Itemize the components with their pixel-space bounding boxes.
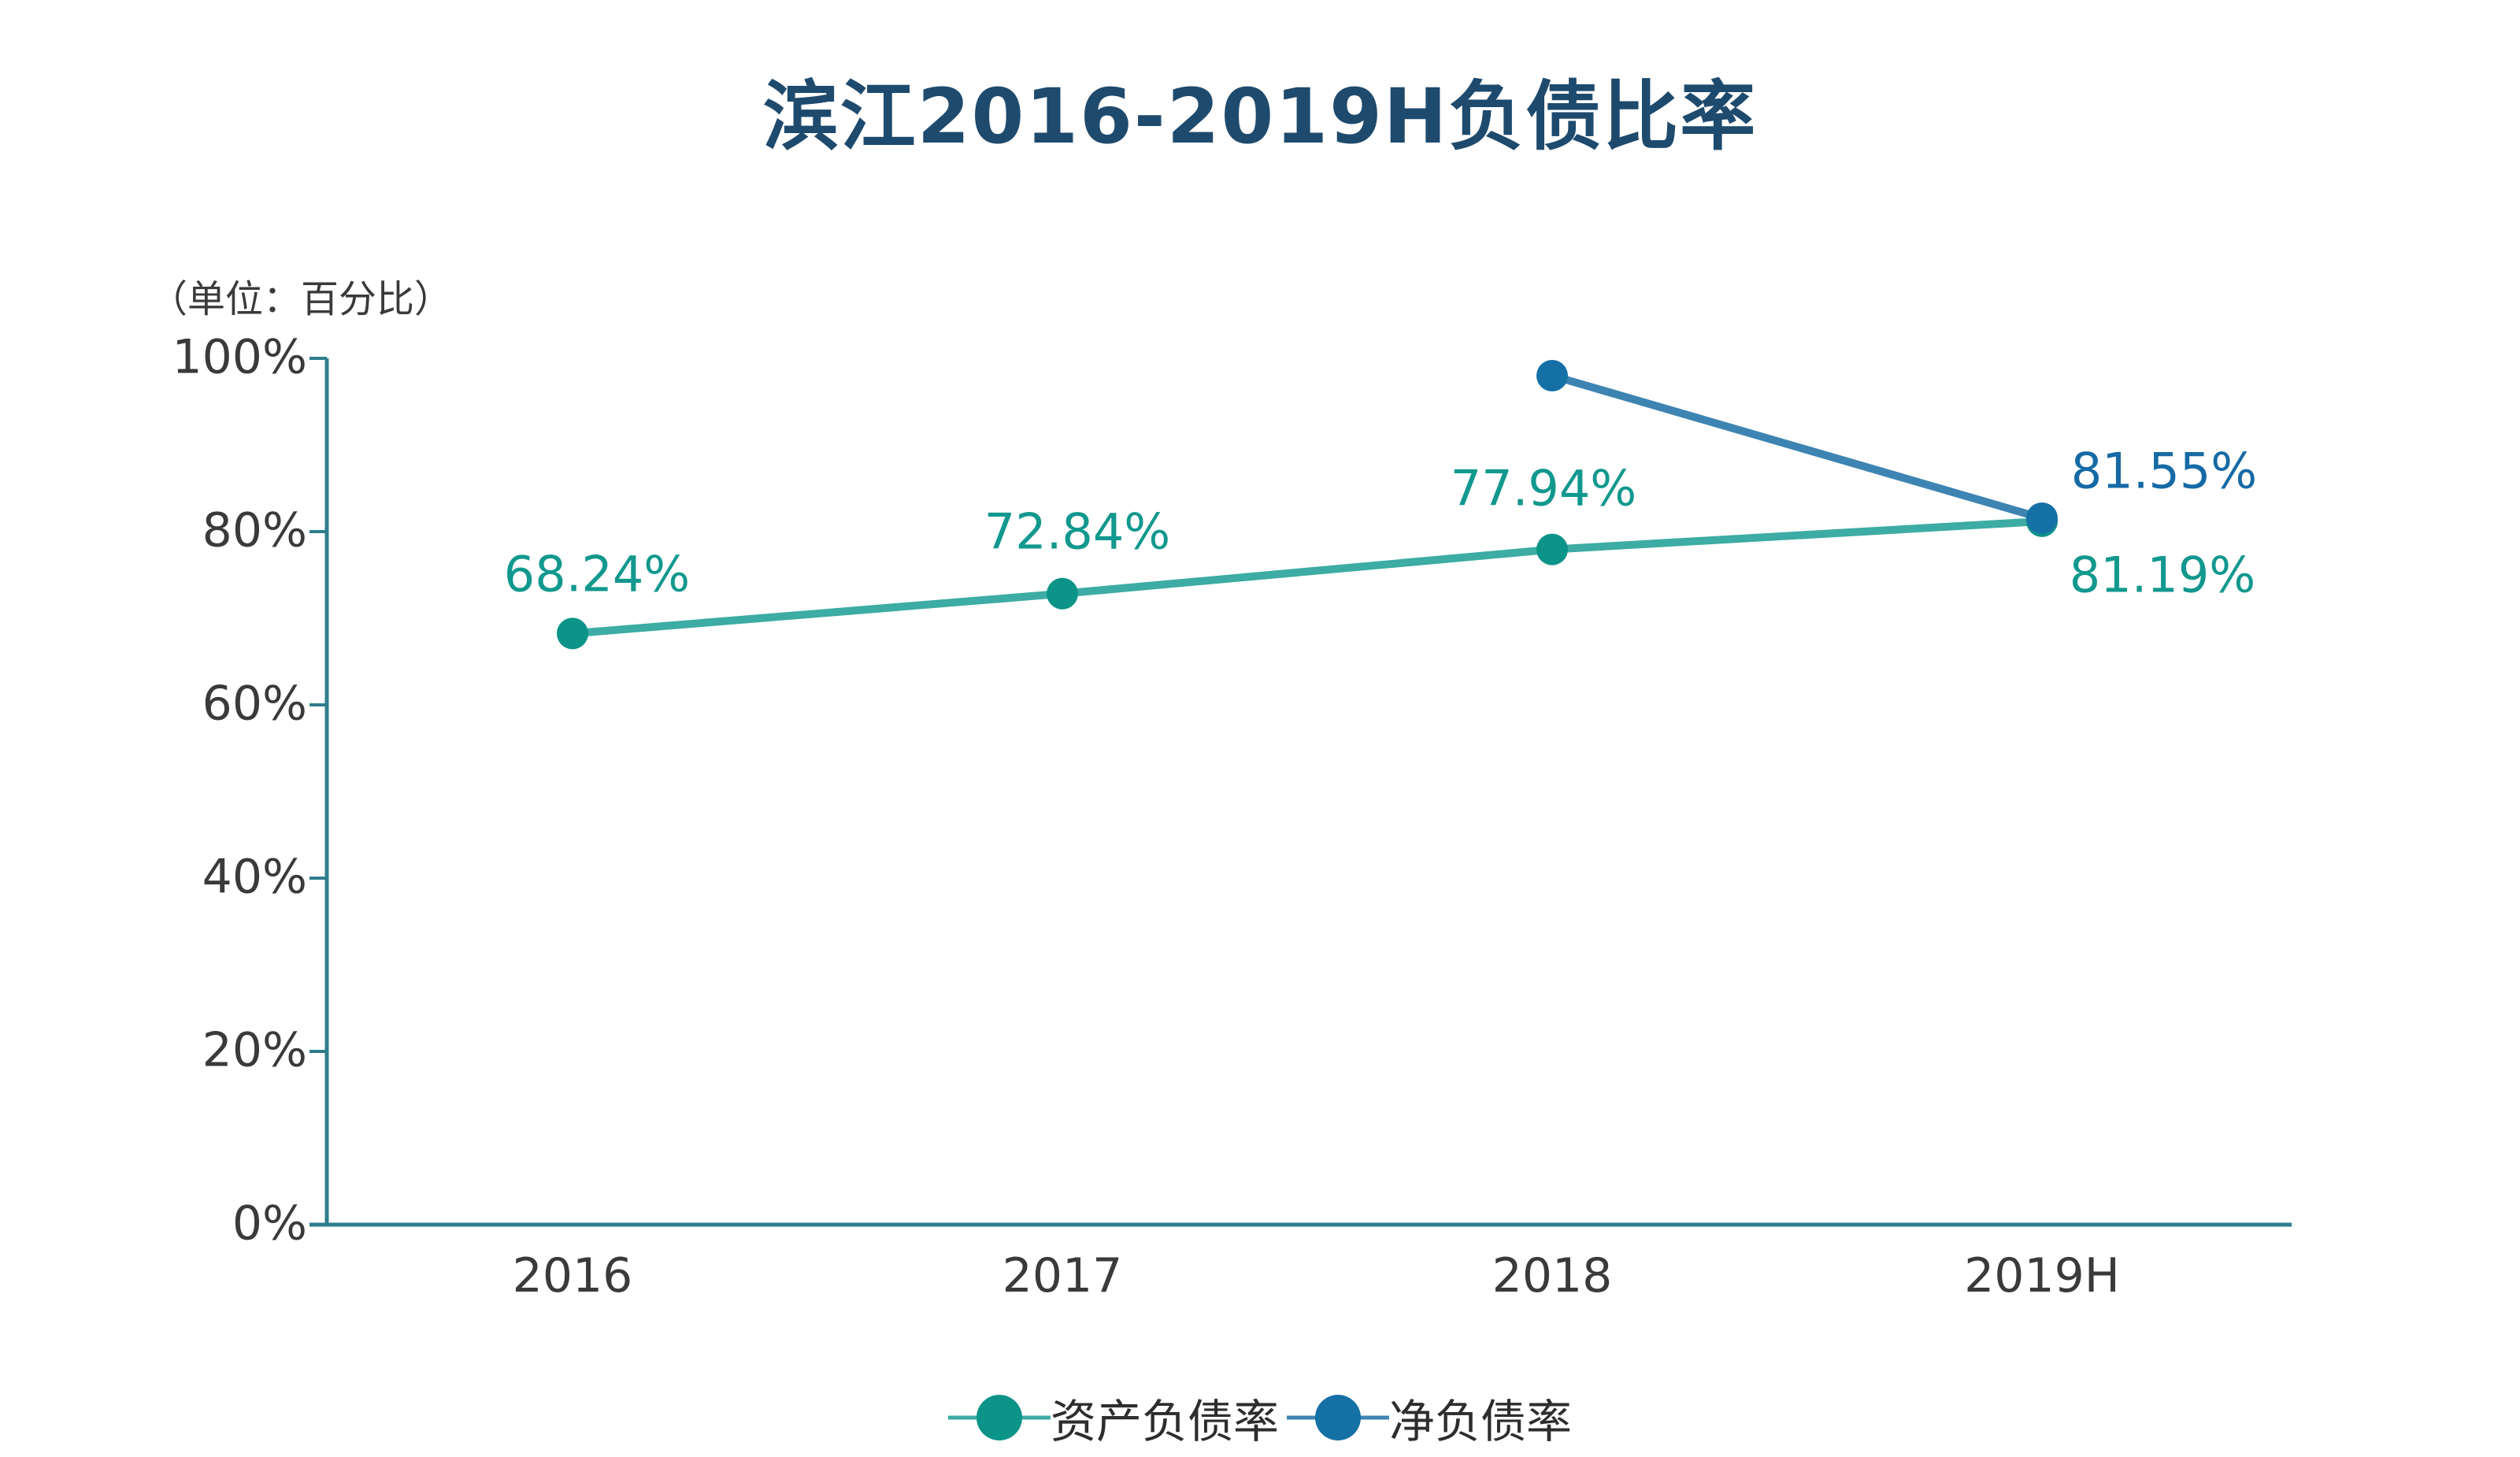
资产负债率-point	[1047, 577, 1078, 610]
data-label-2016-assets: 68.24%	[503, 545, 691, 603]
净负债率-point	[1536, 360, 1568, 391]
xtick-2018: 2018	[1492, 1248, 1613, 1303]
净负债率-line	[1551, 372, 2044, 522]
page-title: 滨江2016-2019H负债比率	[762, 72, 1758, 161]
blue-line-marker-icon	[1287, 1395, 1389, 1440]
data-label-2019h-assets: 81.19%	[2069, 546, 2256, 604]
legend-label-netdebt: 净负债率	[1389, 1395, 1573, 1448]
legend-item-assets: 资产负债率	[947, 1385, 1279, 1451]
资产负债率-point	[557, 617, 588, 650]
data-label-2017-assets: 72.84%	[984, 502, 1171, 561]
teal-line-marker-icon	[947, 1395, 1051, 1440]
xtick-2016: 2016	[512, 1248, 633, 1303]
资产负债率-point	[1536, 533, 1568, 565]
ytick-20: 20%	[202, 1022, 307, 1078]
series-layer	[557, 360, 2058, 650]
ytick-0: 0%	[232, 1196, 307, 1251]
ytick-100: 100%	[172, 329, 307, 385]
legend-label-assets: 资产负债率	[1050, 1395, 1279, 1448]
unit-label: （单位：百分比）	[150, 277, 453, 321]
legend: 资产负债率 净负债率	[947, 1385, 1572, 1451]
ytick-80: 80%	[202, 502, 307, 558]
xtick-2017: 2017	[1002, 1248, 1123, 1303]
data-label-2019h-netdebt: 81.55%	[2070, 442, 2258, 500]
净负债率-point	[2026, 502, 2058, 534]
ytick-40: 40%	[202, 849, 307, 905]
资产负债率-line	[572, 517, 2043, 638]
legend-item-netdebt: 净负债率	[1287, 1385, 1572, 1451]
ytick-60: 60%	[202, 676, 307, 732]
data-label-2018-assets: 77.94%	[1450, 459, 1637, 517]
xtick-2019h: 2019H	[1964, 1248, 2120, 1303]
